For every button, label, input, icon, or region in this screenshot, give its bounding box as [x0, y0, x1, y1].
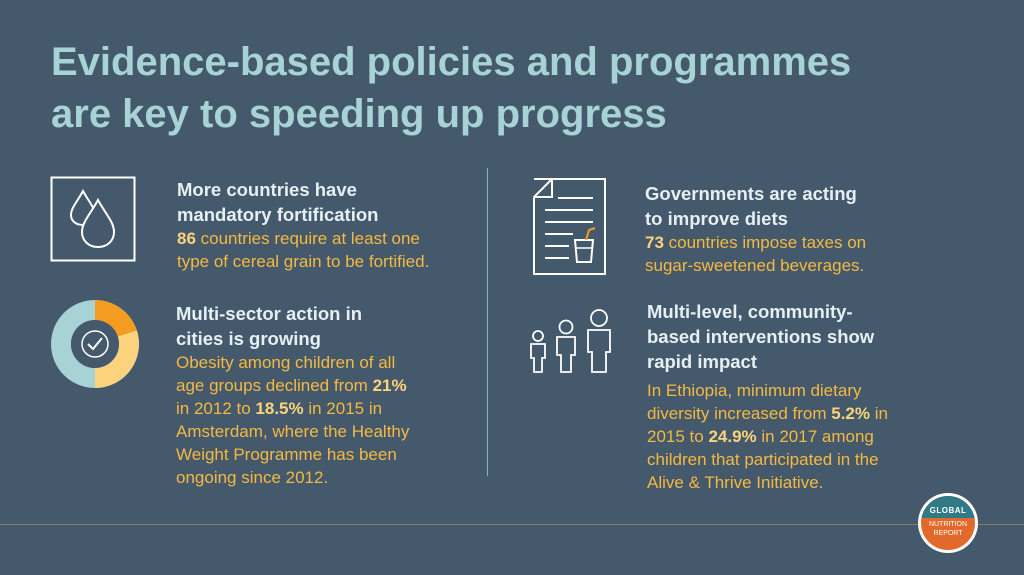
global-nutrition-report-logo: GLOBAL NUTRITION REPORT — [918, 493, 978, 553]
donut-check-icon — [50, 299, 140, 394]
stat-number: 5.2% — [831, 404, 870, 423]
section-body: 73 countries impose taxes on sugar-sweet… — [645, 233, 867, 275]
logo-inner: GLOBAL NUTRITION REPORT — [921, 496, 975, 550]
water-drops-icon — [50, 176, 136, 267]
title-line-2: are key to speeding up progress — [51, 92, 667, 136]
section-cities: Multi-sector action in cities is growing… — [176, 301, 476, 489]
section-body: Obesity among children of all age groups… — [176, 353, 410, 487]
section-heading: Multi-sector action in cities is growing — [176, 303, 363, 349]
section-fortification: More countries have mandatory fortificat… — [177, 177, 477, 273]
document-with-drink-icon — [533, 178, 607, 281]
section-heading: Multi-level, community- based interventi… — [647, 301, 875, 372]
section-body: In Ethiopia, minimum dietary diversity i… — [647, 381, 888, 492]
stat-number: 18.5% — [255, 399, 304, 418]
logo-top-text: GLOBAL — [921, 496, 975, 518]
stat-number: 73 — [645, 233, 664, 252]
section-body: 86 countries require at least one type o… — [177, 229, 430, 271]
column-divider — [487, 168, 488, 476]
section-governments: Governments are acting to improve diets … — [645, 181, 945, 277]
section-community: Multi-level, community- based interventi… — [647, 299, 967, 494]
logo-bottom-text: NUTRITION REPORT — [928, 521, 968, 537]
section-heading: Governments are acting to improve diets — [645, 183, 857, 229]
stat-number: 86 — [177, 229, 196, 248]
title-line-1: Evidence-based policies and programmes — [51, 40, 852, 84]
footer-divider — [0, 524, 1024, 525]
three-children-icon — [526, 308, 616, 379]
stat-number: 24.9% — [708, 427, 757, 446]
stat-number: 21% — [372, 376, 407, 395]
page-title: Evidence-based policies and programmes a… — [51, 36, 951, 140]
section-heading: More countries have mandatory fortificat… — [177, 179, 379, 225]
